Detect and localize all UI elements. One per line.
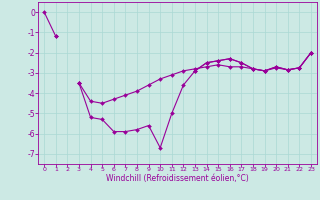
X-axis label: Windchill (Refroidissement éolien,°C): Windchill (Refroidissement éolien,°C)	[106, 174, 249, 183]
